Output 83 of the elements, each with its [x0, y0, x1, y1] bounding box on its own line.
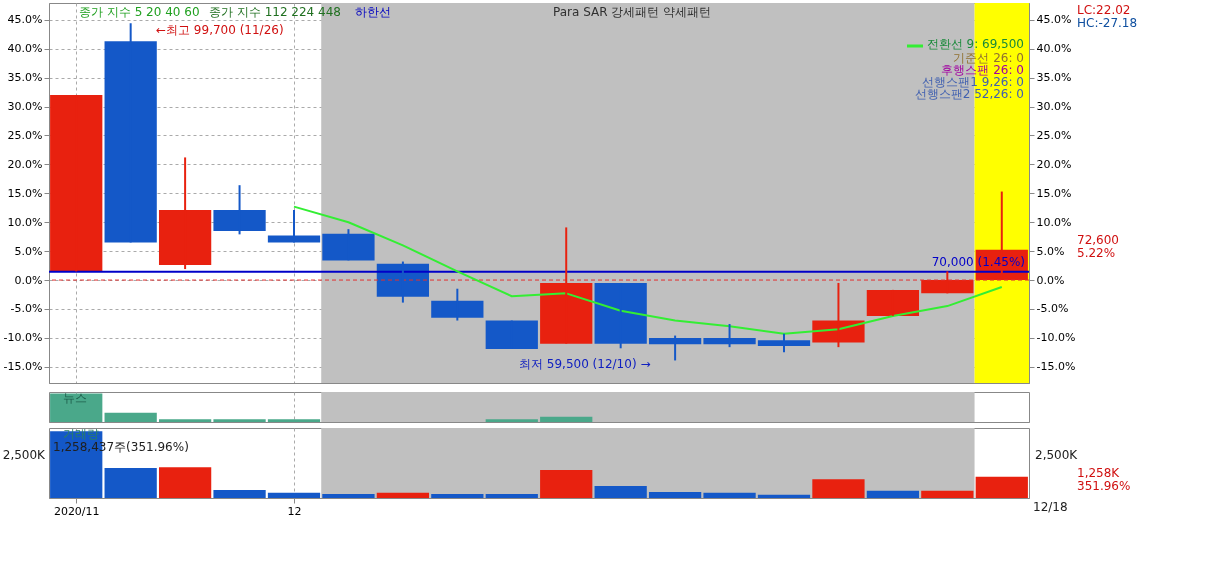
y-tick-label: 5.0%	[14, 244, 43, 258]
bar	[267, 492, 321, 498]
y-tick-label: 30.0%	[7, 100, 43, 114]
bar	[50, 393, 103, 422]
bar	[540, 416, 593, 422]
bar	[485, 494, 538, 498]
annotation: 최저 59,500 (12/10) →	[519, 357, 651, 371]
candlestick	[213, 184, 266, 236]
annotation: ←최고 99,700 (11/26)	[156, 23, 284, 37]
x-tick-label: 2020/11	[53, 504, 100, 518]
y2-tick-label: 20.0%	[1036, 157, 1072, 171]
bar	[376, 492, 430, 498]
ref-line-label: 70,000 (1.45%)	[931, 254, 1025, 269]
candlestick	[158, 156, 212, 271]
text: 1,258K	[1077, 466, 1121, 480]
y2-tick-label: 15.0%	[1036, 186, 1072, 200]
y2-tick-label: 35.0%	[1036, 71, 1072, 85]
annotation: 선행스팬2 52,26: 0	[914, 87, 1024, 101]
y-tick-label: 45.0%	[7, 13, 43, 27]
y-tick-label: 20.0%	[7, 157, 43, 171]
candlestick	[104, 22, 157, 244]
bar	[213, 419, 266, 422]
x-tick-label: 12	[287, 504, 302, 518]
candlestick	[866, 288, 920, 317]
bar	[158, 467, 212, 498]
y-tick-label: -5.0%	[10, 302, 43, 316]
candlestick	[594, 281, 647, 350]
y-tick-label: 25.0%	[7, 128, 43, 142]
y2-tick-label: -10.0%	[1036, 331, 1076, 345]
candlestick	[648, 334, 702, 362]
y2-tick-label: -5.0%	[1036, 302, 1069, 316]
y-tick-label: -10.0%	[3, 331, 43, 345]
y2-tick-label: 30.0%	[1036, 100, 1072, 114]
candlestick	[322, 228, 375, 262]
candlestick	[757, 332, 811, 354]
text: 12/18	[1033, 500, 1068, 514]
bar	[812, 479, 865, 498]
y-tick-label: 15.0%	[7, 186, 43, 200]
annotation: Para SAR 강세패턴 약세패턴	[553, 5, 712, 19]
bar	[158, 419, 212, 422]
bar	[322, 494, 375, 498]
y2-tick-label: 5.0%	[1036, 244, 1065, 258]
bar	[267, 419, 321, 422]
bar	[703, 492, 756, 498]
bar	[104, 412, 157, 422]
annotation: 종가 지수 112 224 448	[209, 5, 341, 19]
y2-tick-label: -15.0%	[1036, 360, 1076, 374]
bar	[648, 492, 702, 498]
bar	[213, 490, 266, 498]
text: HC:-27.18	[1077, 16, 1138, 30]
text: 2,500K	[1035, 448, 1079, 462]
text: 2,500K	[2, 448, 47, 462]
bar	[757, 494, 811, 498]
y2-tick-label: 40.0%	[1036, 42, 1072, 56]
annotation: 뉴스	[63, 391, 87, 405]
y-tick-label: 10.0%	[7, 215, 43, 229]
candlestick	[431, 287, 484, 322]
y2-tick-label: 10.0%	[1036, 215, 1072, 229]
y-tick-label: 40.0%	[7, 42, 43, 56]
bar	[431, 494, 484, 498]
y-tick-label: -15.0%	[3, 360, 43, 374]
bar	[921, 490, 974, 498]
annotation: 하한선	[355, 5, 391, 19]
bar	[104, 468, 157, 498]
candlestick	[485, 319, 538, 350]
annotation: 종가 지수 5 20 40 60	[79, 5, 200, 19]
bar	[866, 490, 920, 498]
y2-tick-label: 45.0%	[1036, 13, 1072, 27]
y2-tick-label: 0.0%	[1036, 273, 1065, 287]
candlestick	[703, 323, 756, 349]
annotation: 거래량	[63, 427, 99, 441]
bar	[540, 470, 593, 498]
candlestick	[540, 226, 593, 345]
bar	[485, 419, 538, 422]
text: LC:22.02	[1077, 3, 1131, 17]
bar	[975, 476, 1028, 498]
y2-tick-label: 25.0%	[1036, 128, 1072, 142]
y-tick-label: 0.0%	[14, 273, 43, 287]
y-tick-label: 35.0%	[7, 71, 43, 85]
text: 351.96%	[1077, 479, 1131, 493]
text: 72,600	[1077, 233, 1119, 247]
bar	[594, 486, 647, 498]
text: 5.22%	[1077, 246, 1116, 260]
